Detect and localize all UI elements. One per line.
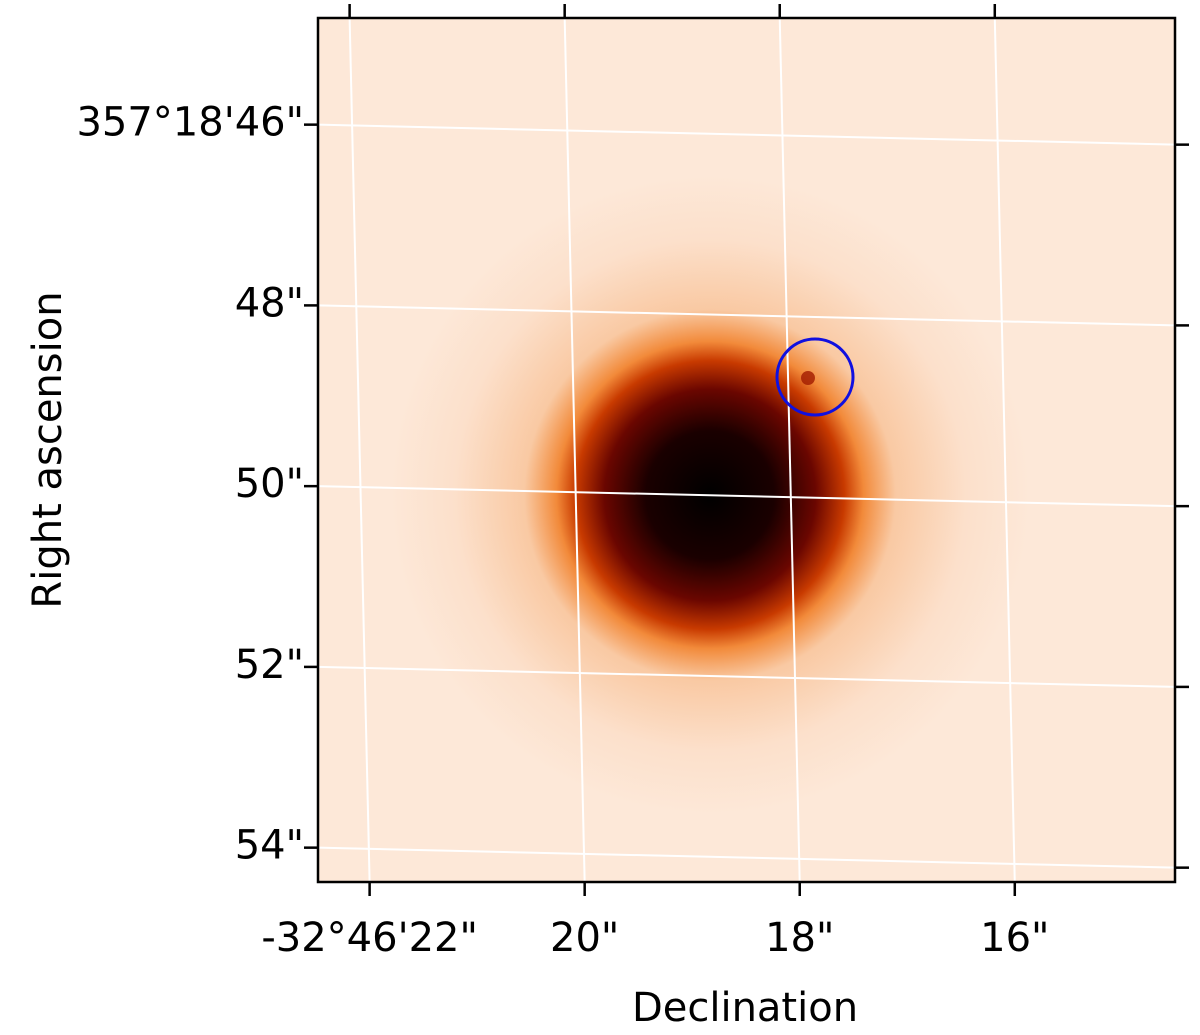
grid-line (348, 18, 371, 882)
y-tick-label: 357°18'46" (76, 100, 304, 146)
axes-frame (316, 16, 1177, 884)
x-axis-label: Declination (632, 985, 858, 1031)
grid (318, 18, 1175, 882)
source-image (318, 18, 1175, 882)
y-tick-label: 54" (235, 823, 304, 869)
source-circle (775, 337, 855, 417)
grid-line (318, 665, 1175, 688)
grid-line (563, 18, 586, 882)
ticks: -32°46'22" 20" 18" 16" 357°18'46" 48" 50" 52" 54… (76, 4, 1189, 961)
y-tick-label: 50" (235, 461, 304, 507)
grid-line (778, 18, 801, 882)
faint-source (801, 371, 815, 385)
y-tick-label: 48" (235, 280, 304, 326)
x-tick-label: 18" (765, 915, 834, 961)
x-tick-label: -32°46'22" (261, 915, 478, 961)
y-axis-label: Right ascension (25, 291, 71, 608)
x-tick-label: 20" (550, 915, 619, 961)
grid-line (318, 485, 1175, 508)
grid-line (993, 18, 1016, 882)
grid-line (318, 123, 1175, 146)
y-tick-label: 52" (235, 642, 304, 688)
x-tick-label: 16" (980, 915, 1049, 961)
grid-line (318, 846, 1175, 869)
grid-line (318, 304, 1175, 327)
